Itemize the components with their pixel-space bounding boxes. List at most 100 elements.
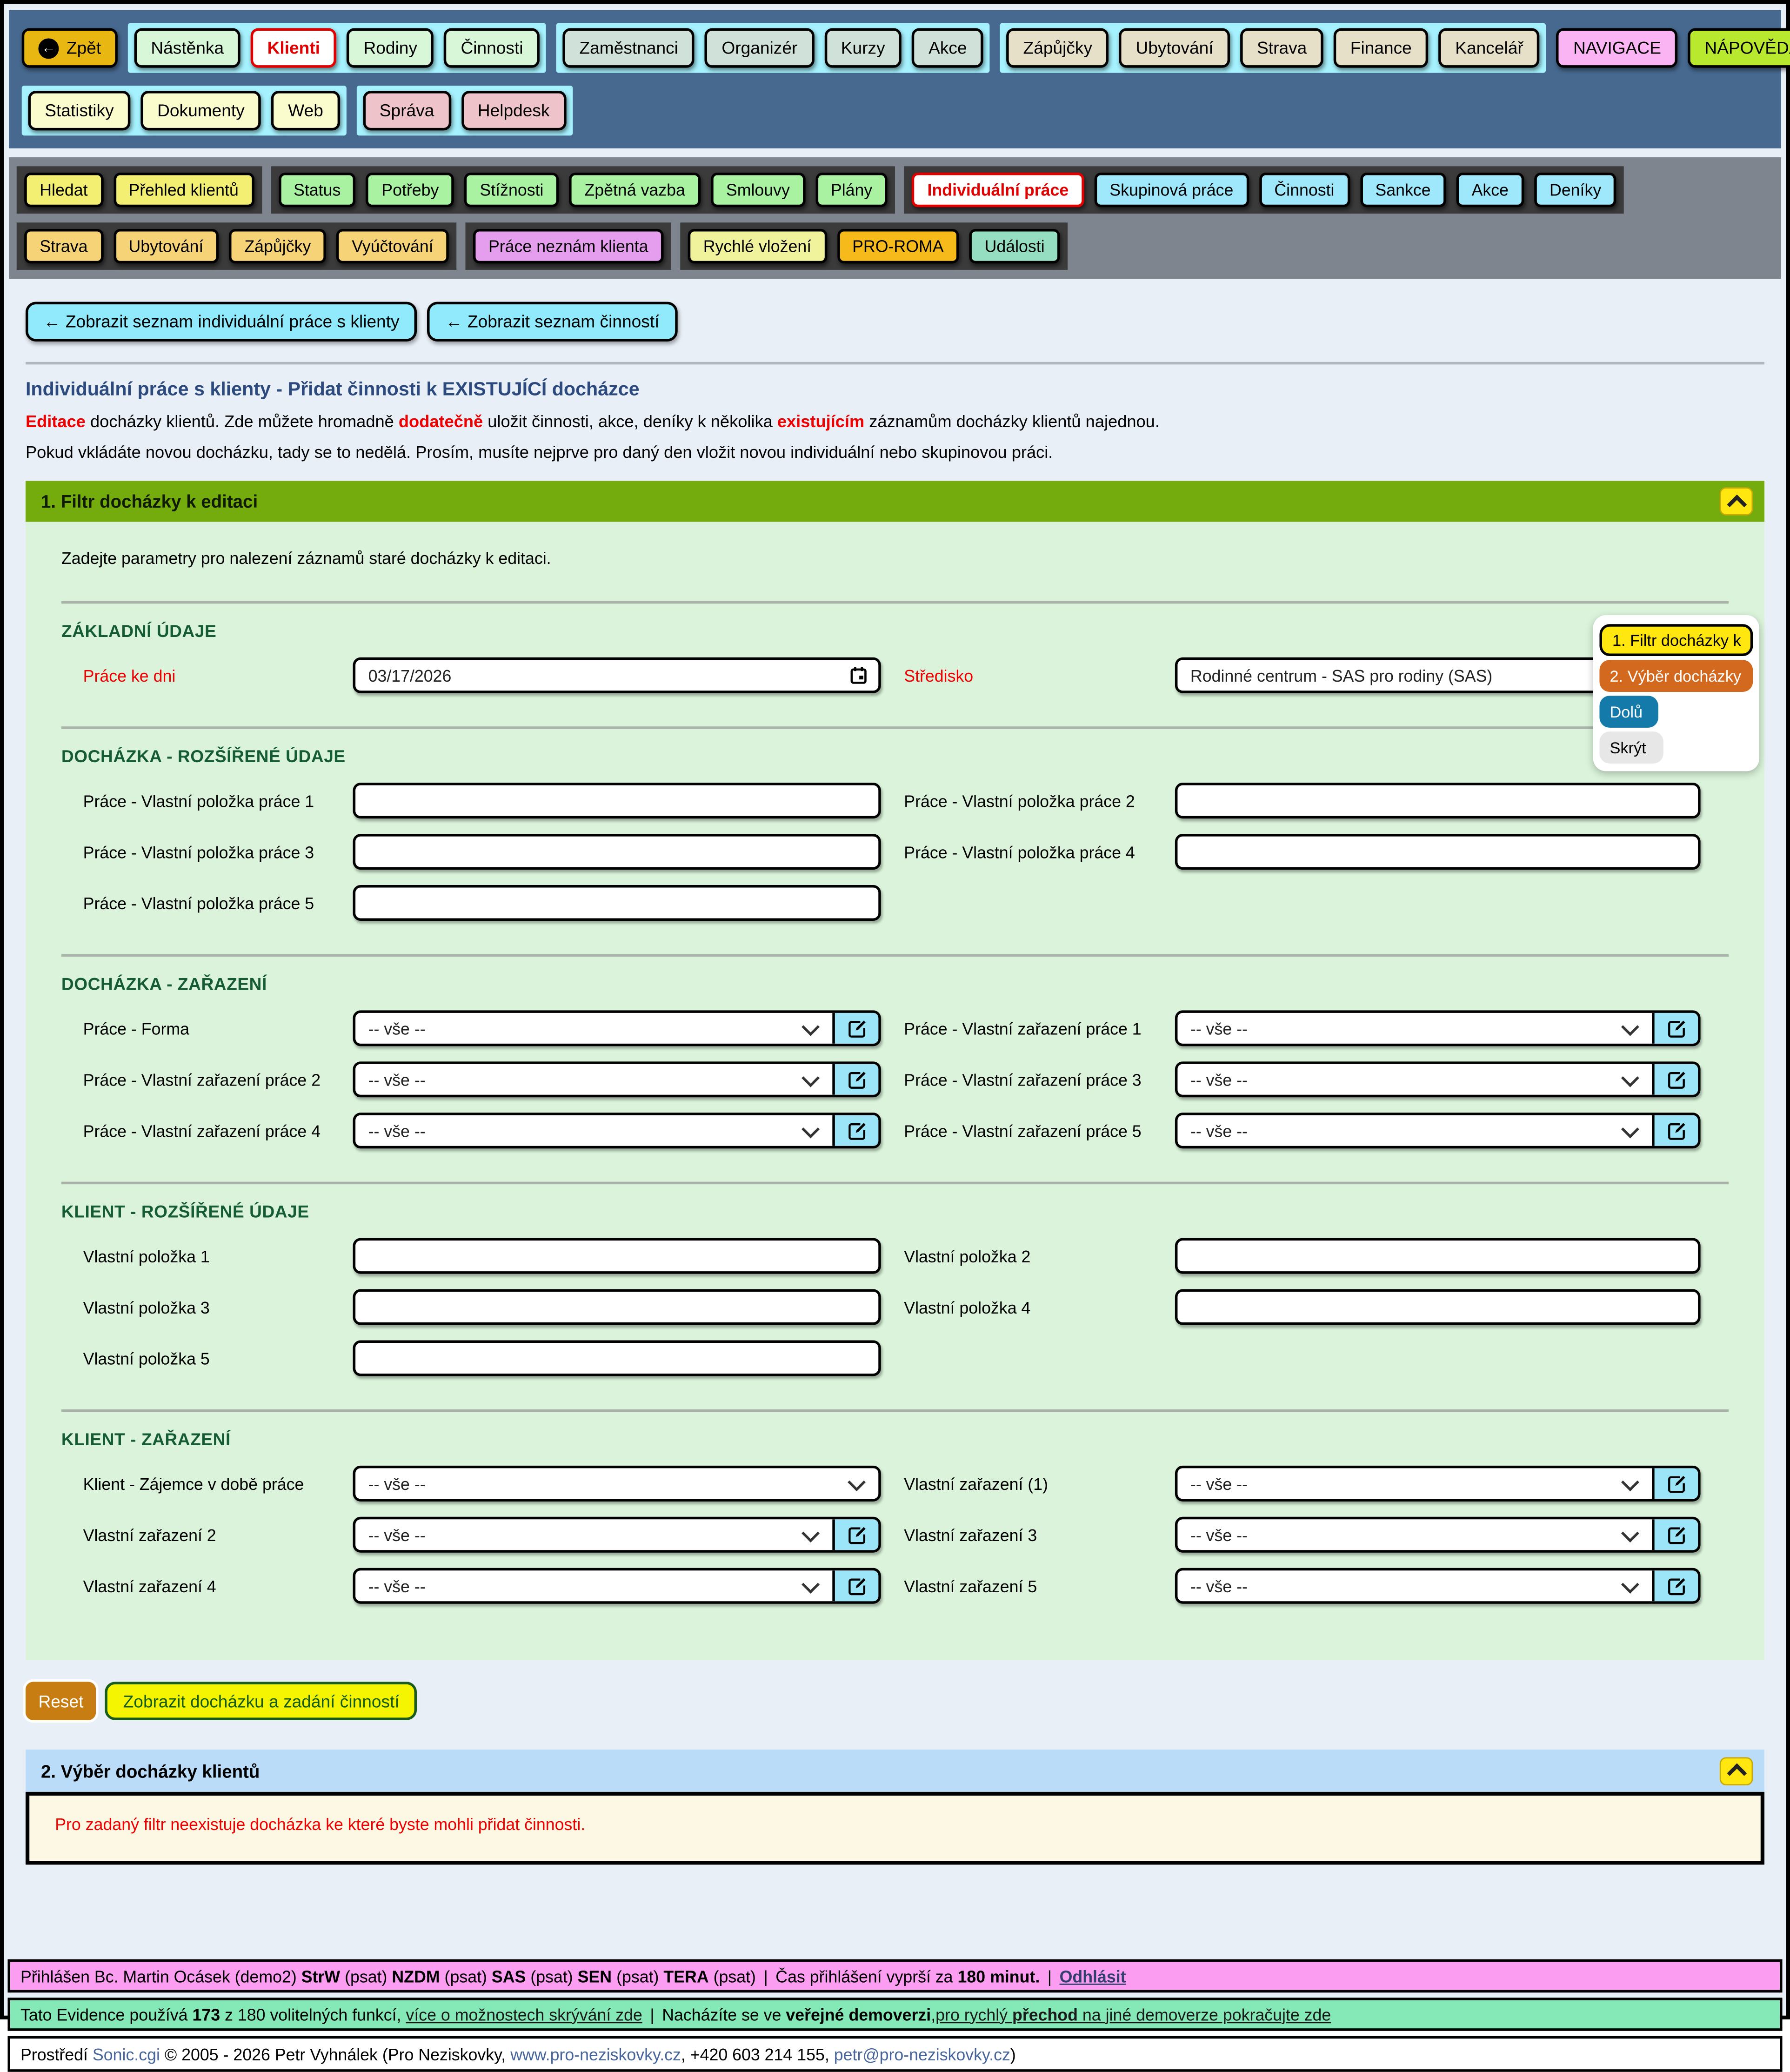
edit-button[interactable]: [832, 1519, 879, 1550]
edit-button[interactable]: [1652, 1570, 1698, 1602]
tab-statistiky[interactable]: Statistiky: [28, 91, 131, 131]
text-input[interactable]: [1177, 836, 1698, 867]
edit-button[interactable]: [1652, 1115, 1698, 1146]
subnav-ubytovani[interactable]: Ubytování: [113, 228, 219, 264]
logout-link[interactable]: Odhlásit: [1059, 1966, 1126, 1986]
subnav-pro-roma[interactable]: PRO-ROMA: [837, 228, 959, 264]
subnav-smlouvy[interactable]: Smlouvy: [710, 173, 805, 208]
subnav-udalosti[interactable]: Události: [969, 228, 1060, 264]
tab-zamestnanci[interactable]: Zaměstnanci: [562, 28, 695, 68]
subnav-hledat[interactable]: Hledat: [24, 173, 103, 208]
quicknav-selection-item[interactable]: 2. Výběr docházky: [1599, 660, 1753, 692]
tab-akce[interactable]: Akce: [912, 28, 984, 68]
show-attendance-button[interactable]: Zobrazit docházku a zadání činností: [105, 1682, 418, 1720]
text-input[interactable]: [355, 1292, 879, 1323]
tab-kurzy[interactable]: Kurzy: [824, 28, 902, 68]
subnav-stiznosti[interactable]: Stížnosti: [464, 173, 559, 208]
work-ext-input-2[interactable]: [1175, 783, 1701, 819]
work-class-select-2[interactable]: -- vše --: [353, 1061, 881, 1098]
subnav-skupinova-prace[interactable]: Skupinová práce: [1094, 173, 1249, 208]
client-ext-input-2[interactable]: [1175, 1238, 1701, 1274]
calendar-icon[interactable]: [850, 666, 867, 684]
tab-helpdesk[interactable]: Helpdesk: [461, 91, 567, 131]
work-ext-input-1[interactable]: [353, 783, 881, 819]
work-class-select-3[interactable]: -- vše --: [1175, 1061, 1701, 1098]
show-individual-work-list-button[interactable]: ← Zobrazit seznam individuální práce s k…: [25, 302, 418, 342]
client-class-select-5[interactable]: -- vše --: [1175, 1568, 1701, 1604]
client-ext-input-5[interactable]: [353, 1340, 881, 1376]
subnav-zapujcky[interactable]: Zápůjčky: [229, 228, 327, 264]
tab-kancelar[interactable]: Kancelář: [1438, 28, 1540, 68]
quicknav-filter-item[interactable]: 1. Filtr docházky k: [1599, 624, 1753, 657]
subnav-individualni-prace-active[interactable]: Individuální práce: [912, 173, 1084, 208]
show-activities-list-button[interactable]: ← Zobrazit seznam činností: [427, 302, 677, 342]
subnav-deniky[interactable]: Deníky: [1534, 173, 1617, 208]
sonic-link[interactable]: Sonic.cgi: [92, 2044, 160, 2064]
work-ext-input-4[interactable]: [1175, 834, 1701, 870]
edit-button[interactable]: [1652, 1468, 1698, 1499]
text-input[interactable]: [355, 1241, 879, 1272]
tab-zapujcky[interactable]: Zápůjčky: [1006, 28, 1109, 68]
tab-rodiny[interactable]: Rodiny: [347, 28, 434, 68]
date-input[interactable]: 03/17/2026: [353, 657, 881, 693]
demo-switch-link[interactable]: pro rychlý přechod na jiné demoverze pok…: [935, 2005, 1331, 2024]
subnav-potreby[interactable]: Potřeby: [366, 173, 454, 208]
subnav-vyuctovani[interactable]: Vyúčtování: [336, 228, 449, 264]
client-ext-input-3[interactable]: [353, 1289, 881, 1325]
tab-nastenka[interactable]: Nástěnka: [134, 28, 240, 68]
tab-sprava[interactable]: Správa: [363, 91, 451, 131]
work-class-select-5[interactable]: -- vše --: [1175, 1113, 1701, 1149]
tab-strava[interactable]: Strava: [1240, 28, 1324, 68]
email-link[interactable]: petr@pro-neziskovky.cz: [834, 2044, 1010, 2064]
quicknav-hide-item[interactable]: Skrýt: [1599, 731, 1663, 764]
subnav-prehled-klientu[interactable]: Přehled klientů: [113, 173, 254, 208]
reset-button[interactable]: Reset: [25, 1682, 96, 1720]
tab-dokumenty[interactable]: Dokumenty: [140, 91, 261, 131]
edit-button[interactable]: [1652, 1064, 1698, 1095]
text-input[interactable]: [1177, 1292, 1698, 1323]
client-ext-input-4[interactable]: [1175, 1289, 1701, 1325]
subnav-plany[interactable]: Plány: [815, 173, 888, 208]
text-input[interactable]: [1177, 785, 1698, 816]
subnav-sankce[interactable]: Sankce: [1360, 173, 1446, 208]
tab-organizer[interactable]: Organizér: [705, 28, 815, 68]
work-ext-input-5[interactable]: [353, 885, 881, 921]
napoveda-button[interactable]: NÁPOVĚDA: [1688, 28, 1790, 68]
tab-ubytovani[interactable]: Ubytování: [1119, 28, 1230, 68]
text-input[interactable]: [355, 836, 879, 867]
subnav-akce[interactable]: Akce: [1456, 173, 1524, 208]
text-input[interactable]: [355, 785, 879, 816]
hide-functions-link[interactable]: více o možnostech skrývání zde: [406, 2005, 642, 2024]
subnav-zpetna-vazba[interactable]: Zpětná vazba: [569, 173, 701, 208]
edit-button[interactable]: [832, 1064, 879, 1095]
tab-cinnosti[interactable]: Činnosti: [444, 28, 540, 68]
client-ext-input-1[interactable]: [353, 1238, 881, 1274]
collapse-filter-button[interactable]: [1719, 487, 1753, 516]
work-ext-input-3[interactable]: [353, 834, 881, 870]
client-class-select-3[interactable]: -- vše --: [1175, 1516, 1701, 1553]
tab-klienti-active[interactable]: Klienti: [250, 28, 337, 68]
zajemce-select[interactable]: -- vše --: [353, 1465, 881, 1502]
edit-button[interactable]: [832, 1013, 879, 1044]
text-input[interactable]: [1177, 1241, 1698, 1272]
edit-button[interactable]: [1652, 1519, 1698, 1550]
quicknav-down-item[interactable]: Dolů: [1599, 696, 1658, 728]
text-input[interactable]: [355, 1342, 879, 1374]
text-input[interactable]: [355, 887, 879, 919]
client-class-select-2[interactable]: -- vše --: [353, 1516, 881, 1553]
tab-finance[interactable]: Finance: [1334, 28, 1429, 68]
subnav-prace-neznam-klienta[interactable]: Práce neznám klienta: [473, 228, 664, 264]
client-class-select-4[interactable]: -- vše --: [353, 1568, 881, 1604]
work-class-select-4[interactable]: -- vše --: [353, 1113, 881, 1149]
collapse-selection-button[interactable]: [1719, 1757, 1753, 1785]
client-class-select-1[interactable]: -- vše --: [1175, 1465, 1701, 1502]
subnav-strava[interactable]: Strava: [24, 228, 103, 264]
subnav-cinnosti[interactable]: Činnosti: [1259, 173, 1350, 208]
edit-button[interactable]: [832, 1115, 879, 1146]
back-button[interactable]: Zpět: [21, 28, 118, 68]
subnav-status[interactable]: Status: [278, 173, 356, 208]
website-link[interactable]: www.pro-neziskovky.cz: [510, 2044, 681, 2064]
forma-select[interactable]: -- vše --: [353, 1010, 881, 1046]
tab-web[interactable]: Web: [271, 91, 340, 131]
edit-button[interactable]: [832, 1570, 879, 1602]
